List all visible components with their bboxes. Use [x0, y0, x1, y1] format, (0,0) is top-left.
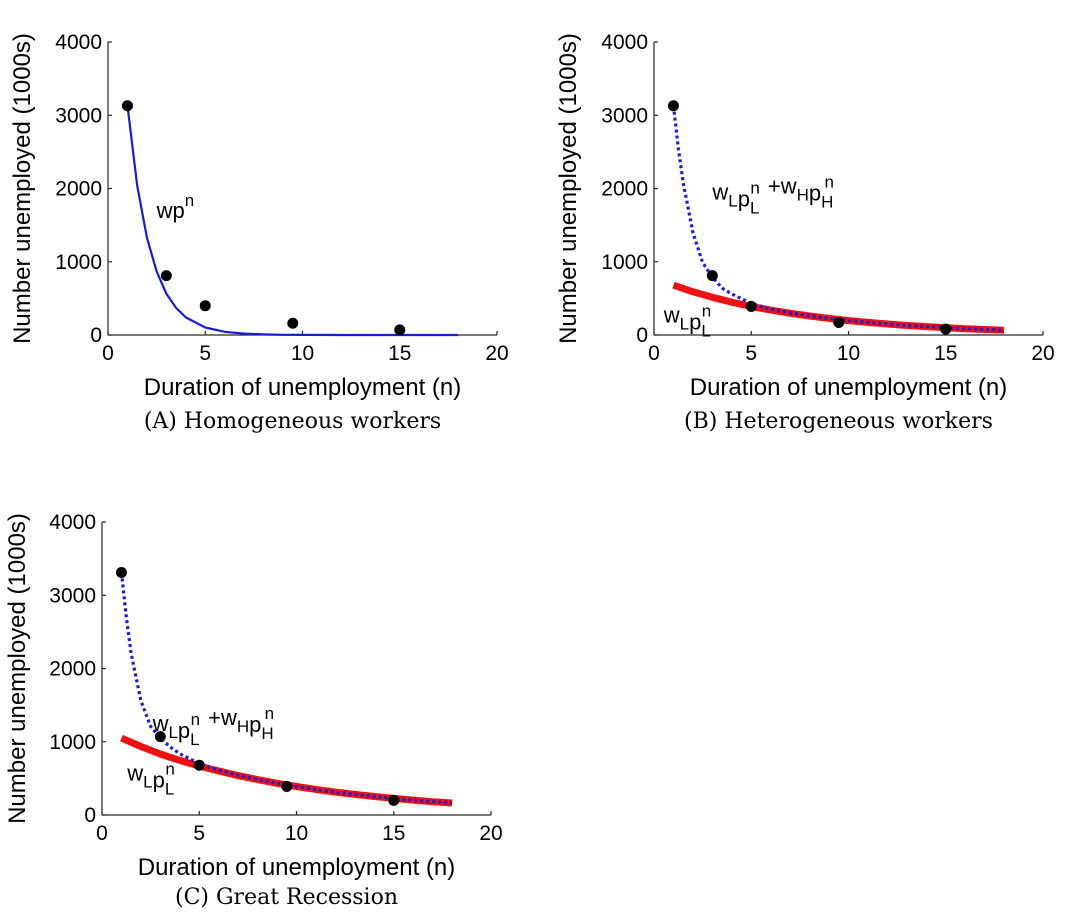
data-point [394, 324, 406, 336]
y-tick-label: 3000 [601, 104, 648, 127]
x-tick-label: 10 [837, 342, 860, 365]
x-tick-label: 20 [485, 342, 508, 365]
data-point [667, 100, 679, 112]
y-tick-label: 0 [84, 804, 96, 827]
data-point [281, 780, 293, 792]
panel-b-heterogeneous-workers: 0 5 10 15 20 0 1000 2000 3000 4000 Duration of une… [555, 31, 1055, 434]
y-tick-label: 2000 [49, 658, 96, 681]
y-axis-label: Number unemployed (1000s) [4, 513, 31, 824]
y-tick-label: 1000 [601, 251, 648, 274]
data-point [706, 270, 718, 282]
data-point [940, 323, 952, 335]
y-tick-label: 4000 [49, 511, 96, 534]
blue-dotted-fit-line [671, 105, 1005, 332]
y-tick-label: 2000 [55, 178, 102, 201]
y-tick-label: 0 [636, 324, 648, 347]
data-point [833, 317, 845, 329]
x-tick-label: 5 [199, 342, 211, 365]
low-type-formula-label: wLpLn [126, 760, 175, 799]
data-point [154, 731, 166, 743]
x-tick-label: 5 [193, 822, 205, 845]
panel-a-homogeneous-workers: 0 5 10 15 20 0 1000 2000 3000 4000 Duration of une… [9, 31, 509, 434]
y-tick-label: 4000 [55, 31, 102, 54]
panel-caption: (C) Great Recession [175, 885, 398, 910]
panel-caption: (A) Homogeneous workers [144, 409, 441, 434]
x-tick-label: 15 [388, 342, 411, 365]
data-point [160, 270, 172, 282]
y-tick-label: 3000 [49, 584, 96, 607]
data-point [745, 300, 757, 312]
formula-label: wpn [156, 191, 195, 223]
data-point [115, 567, 127, 579]
y-tick-label: 1000 [55, 251, 102, 274]
x-tick-label: 20 [479, 822, 502, 845]
y-tick-label: 0 [90, 324, 102, 347]
blue-fit-line [126, 105, 459, 337]
x-tick-label: 5 [745, 342, 757, 365]
panel-caption: (B) Heterogeneous workers [684, 409, 993, 434]
data-point [193, 759, 205, 771]
x-axis-label: Duration of unemployment (n) [144, 374, 461, 401]
y-tick-label: 4000 [601, 31, 648, 54]
y-tick-label: 1000 [49, 731, 96, 754]
x-axis-label: Duration of unemployment (n) [138, 854, 455, 881]
x-axis-label: Duration of unemployment (n) [690, 374, 1007, 401]
data-point [287, 317, 299, 329]
x-tick-label: 0 [96, 822, 108, 845]
x-tick-label: 10 [285, 822, 308, 845]
y-axis-label: Number unemployed (1000s) [555, 33, 582, 344]
mixture-formula-label: wLpLn +wHpHn [711, 172, 834, 217]
x-tick-label: 10 [291, 342, 314, 365]
x-tick-label: 20 [1031, 342, 1054, 365]
data-point [388, 794, 400, 806]
data-point [121, 100, 133, 112]
panel-c-great-recession: 0 5 10 15 20 0 1000 2000 3000 4000 Duration of une… [4, 511, 503, 910]
x-tick-label: 0 [102, 342, 114, 365]
x-tick-label: 0 [648, 342, 660, 365]
mixture-formula-label: wLpLn +wHpHn [152, 704, 275, 749]
data-point [199, 300, 211, 312]
x-tick-label: 15 [382, 822, 405, 845]
y-tick-label: 2000 [601, 178, 648, 201]
y-tick-label: 3000 [55, 104, 102, 127]
x-tick-label: 15 [934, 342, 957, 365]
low-type-formula-label: wLpLn [663, 302, 712, 341]
y-axis-label: Number unemployed (1000s) [9, 33, 36, 344]
